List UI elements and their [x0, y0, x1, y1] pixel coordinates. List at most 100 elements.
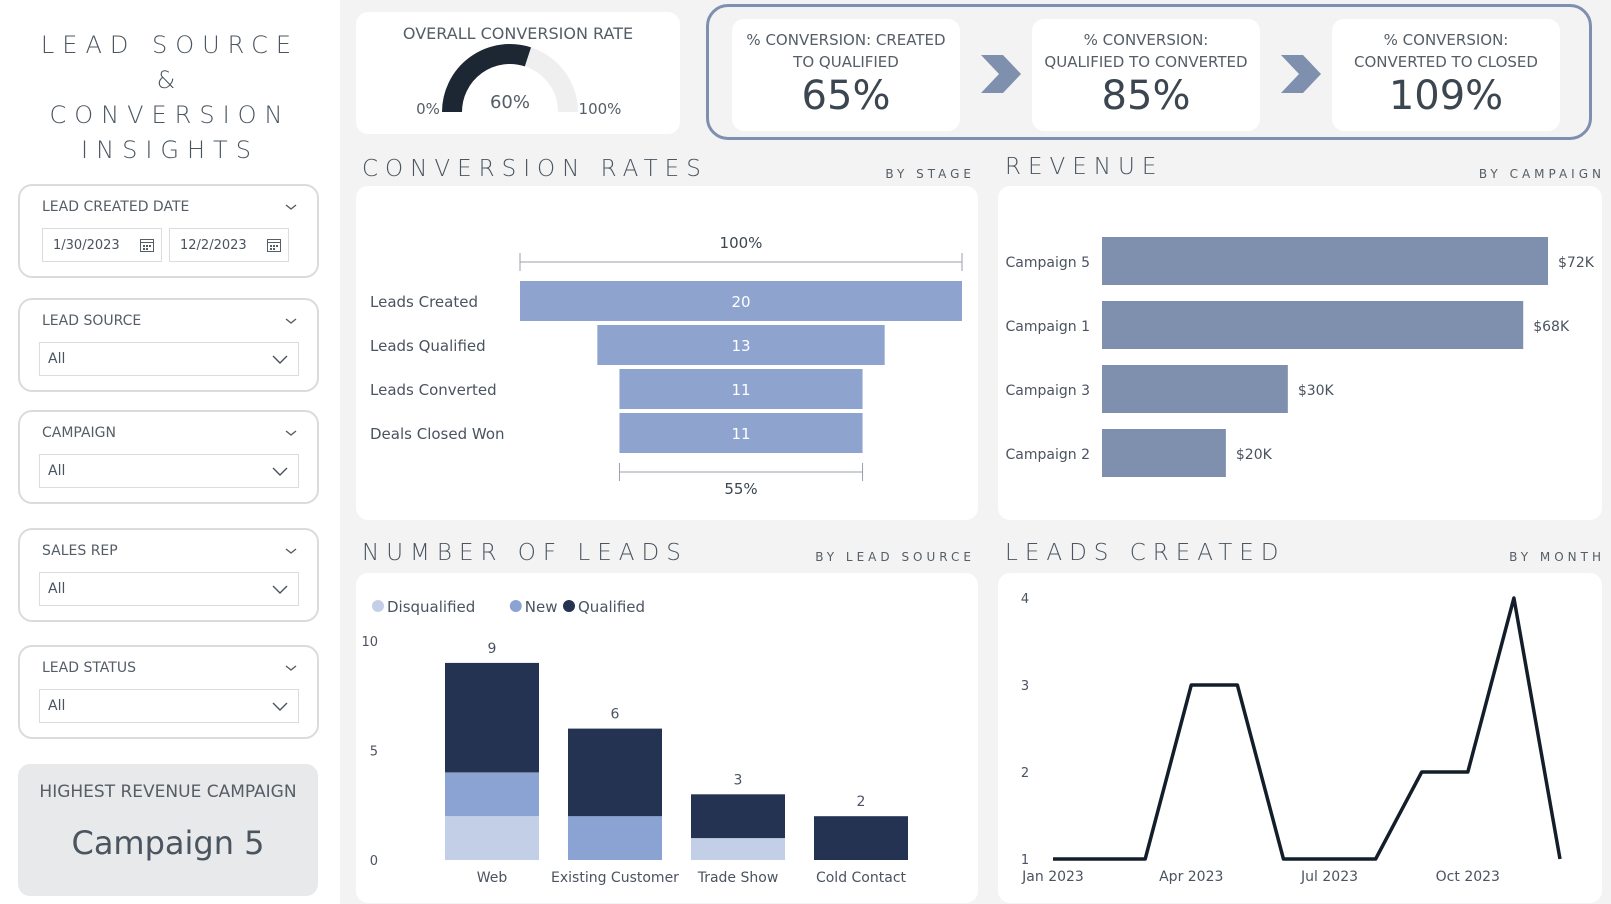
funnel-bottom-annotation: 55% — [724, 480, 757, 498]
chevron-down-icon[interactable] — [285, 545, 297, 557]
conversion-kpi-frame: % CONVERSION: CREATED TO QUALIFIED 65% %… — [706, 4, 1592, 140]
stacked-bar-segment — [814, 816, 908, 860]
conversion-funnel-chart: Leads Created 20 Leads Qualified 13 Leads Co… — [370, 234, 963, 498]
x-tick-label: Cold Contact — [816, 870, 907, 886]
bar-total-label: 2 — [857, 794, 866, 810]
y-tick-label: 10 — [361, 635, 378, 650]
x-tick-label: Oct 2023 — [1436, 869, 1500, 885]
x-tick-label: Web — [477, 870, 508, 886]
revenue-value-label: $20K — [1236, 447, 1273, 463]
campaign-select[interactable]: All — [39, 454, 299, 488]
revenue-card: Campaign 5 $72K Campaign 1 $68K Campaign 3 $3… — [998, 186, 1602, 520]
funnel-value-label: 11 — [731, 425, 750, 443]
chevron-down-icon[interactable] — [285, 662, 297, 674]
calendar-icon[interactable] — [139, 237, 155, 253]
legend-label: New — [525, 598, 558, 616]
x-tick-label: Apr 2023 — [1159, 869, 1223, 885]
funnel-stage-label: Deals Closed Won — [370, 425, 505, 443]
funnel-value-label: 11 — [731, 381, 750, 399]
legend-label: Disqualified — [387, 598, 475, 616]
revenue-title: REVENUE — [1005, 154, 1164, 180]
x-tick-label: Trade Show — [697, 870, 779, 886]
calendar-icon[interactable] — [266, 237, 282, 253]
revenue-value-label: $68K — [1533, 319, 1570, 335]
conversion-kpi-label: % CONVERSION: QUALIFIED TO CONVERTED — [1042, 29, 1250, 73]
highest-revenue-card: HIGHEST REVENUE CAMPAIGN Campaign 5 — [18, 764, 318, 896]
stacked-bar-segment — [691, 838, 785, 860]
revenue-value-label: $30K — [1298, 383, 1335, 399]
lead-status-select[interactable]: All — [39, 689, 299, 723]
x-tick-label: Jul 2023 — [1300, 869, 1358, 885]
campaign-label: CAMPAIGN — [42, 425, 117, 441]
stacked-bar-segment — [568, 728, 662, 817]
lead-status-value: All — [48, 698, 66, 714]
chevron-down-icon — [272, 702, 288, 711]
conversion-rates-title: CONVERSION RATES — [362, 156, 708, 182]
title-line-1: LEAD SOURCE & — [40, 31, 300, 94]
gauge-chart: 0% 60% 100% — [416, 44, 621, 118]
legend-marker — [563, 600, 575, 612]
stacked-bar-segment — [445, 816, 539, 860]
revenue-category-label: Campaign 5 — [1006, 255, 1090, 271]
bar-total-label: 6 — [611, 707, 620, 723]
conversion-kpi-value: 85% — [1101, 73, 1191, 119]
y-tick-label: 3 — [1021, 679, 1029, 694]
conversion-kpi-card: % CONVERSION: CREATED TO QUALIFIED 65% — [732, 19, 960, 131]
chevron-down-icon — [272, 467, 288, 476]
revenue-bar — [1102, 365, 1288, 413]
revenue-subtitle: BY CAMPAIGN — [1478, 167, 1605, 181]
funnel-top-annotation: 100% — [720, 234, 763, 252]
number-of-leads-card: Disqualified New Qualified 0 5 10 9 Web 6 Existin… — [356, 573, 978, 903]
y-tick-label: 4 — [1021, 592, 1029, 607]
end-date-input[interactable]: 12/2/2023 — [169, 228, 289, 262]
leads-created-subtitle: BY MONTH — [1509, 550, 1605, 564]
start-date-input[interactable]: 1/30/2023 — [42, 228, 162, 262]
chevron-down-icon[interactable] — [285, 427, 297, 439]
sidebar: LEAD SOURCE & CONVERSION INSIGHTS LEAD C… — [0, 0, 340, 904]
lead-source-value: All — [48, 351, 66, 367]
chevron-right-icon — [981, 55, 1021, 93]
conversion-kpi-value: 109% — [1388, 73, 1504, 119]
lead-created-date-label: LEAD CREATED DATE — [42, 199, 190, 215]
bar-total-label: 9 — [488, 641, 497, 657]
lead-source-select[interactable]: All — [39, 342, 299, 376]
revenue-bar — [1102, 237, 1548, 285]
number-of-leads-title: NUMBER OF LEADS — [362, 540, 688, 566]
lead-created-date-filter: LEAD CREATED DATE 1/30/2023 12/2/2023 — [18, 184, 319, 278]
leads-by-month-chart: 1 2 3 4 Jan 2023 Apr 2023 Jul 2023 Oct 2023 — [1021, 592, 1562, 885]
campaign-value: All — [48, 463, 66, 479]
legend-label: Qualified — [578, 598, 645, 616]
x-tick-label: Existing Customer — [551, 870, 679, 886]
revenue-value-label: $72K — [1558, 255, 1595, 271]
funnel-bar — [619, 413, 863, 453]
gauge-title: OVERALL CONVERSION RATE — [402, 24, 634, 43]
sales-rep-label: SALES REP — [42, 543, 118, 559]
lead-status-label: LEAD STATUS — [42, 660, 136, 676]
stacked-bar-segment — [445, 662, 539, 773]
stacked-bar-segment — [568, 816, 662, 860]
bar-total-label: 3 — [734, 772, 743, 788]
chevron-down-icon — [272, 355, 288, 364]
end-date-value: 12/2/2023 — [180, 238, 247, 253]
chevron-down-icon[interactable] — [285, 315, 297, 327]
revenue-category-label: Campaign 2 — [1006, 447, 1090, 463]
chevron-down-icon[interactable] — [285, 201, 297, 213]
funnel-value-label: 20 — [731, 293, 750, 311]
conversion-kpi-label: % CONVERSION: CREATED TO QUALIFIED — [742, 29, 950, 73]
funnel-stage-label: Leads Converted — [370, 381, 497, 399]
sales-rep-select[interactable]: All — [39, 572, 299, 606]
stacked-bar-segment — [691, 794, 785, 839]
highest-revenue-label: HIGHEST REVENUE CAMPAIGN — [39, 782, 297, 802]
lead-status-filter: LEAD STATUS All — [18, 645, 319, 739]
funnel-value-label: 13 — [731, 337, 750, 355]
conversion-kpi-label-line: QUALIFIED TO CONVERTED — [1044, 53, 1248, 71]
leads-series-line — [1053, 596, 1562, 861]
sales-rep-value: All — [48, 581, 66, 597]
funnel-bar — [597, 325, 885, 365]
conversion-kpi-value: 65% — [801, 73, 891, 119]
chevron-right-icon — [1281, 55, 1321, 93]
lead-source-filter: LEAD SOURCE All — [18, 298, 319, 392]
y-tick-label: 5 — [370, 745, 378, 760]
y-tick-label: 2 — [1021, 766, 1029, 781]
legend-marker — [372, 600, 384, 612]
